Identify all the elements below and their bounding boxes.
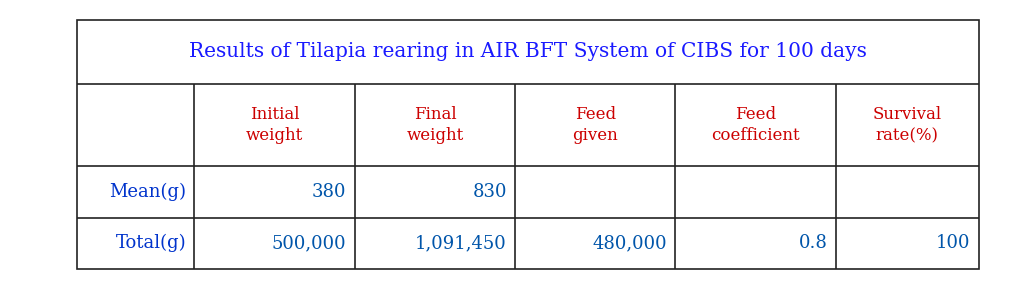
Text: 500,000: 500,000 bbox=[272, 234, 346, 252]
Text: 380: 380 bbox=[312, 183, 346, 201]
Bar bbox=[77, 20, 979, 269]
Text: Total(g): Total(g) bbox=[116, 234, 187, 252]
Text: Results of Tilapia rearing in AIR BFT System of CIBS for 100 days: Results of Tilapia rearing in AIR BFT Sy… bbox=[189, 42, 867, 61]
Text: Final
weight: Final weight bbox=[406, 106, 463, 144]
Text: Feed
given: Feed given bbox=[572, 106, 618, 144]
Text: 1,091,450: 1,091,450 bbox=[415, 234, 507, 252]
Text: Mean(g): Mean(g) bbox=[109, 183, 187, 201]
Text: Feed
coefficient: Feed coefficient bbox=[711, 106, 800, 144]
Text: Survival
rate(%): Survival rate(%) bbox=[873, 106, 942, 144]
Text: 830: 830 bbox=[473, 183, 507, 201]
Text: 100: 100 bbox=[936, 234, 971, 252]
Text: 480,000: 480,000 bbox=[592, 234, 667, 252]
Text: Initial
weight: Initial weight bbox=[246, 106, 303, 144]
Text: 0.8: 0.8 bbox=[798, 234, 827, 252]
